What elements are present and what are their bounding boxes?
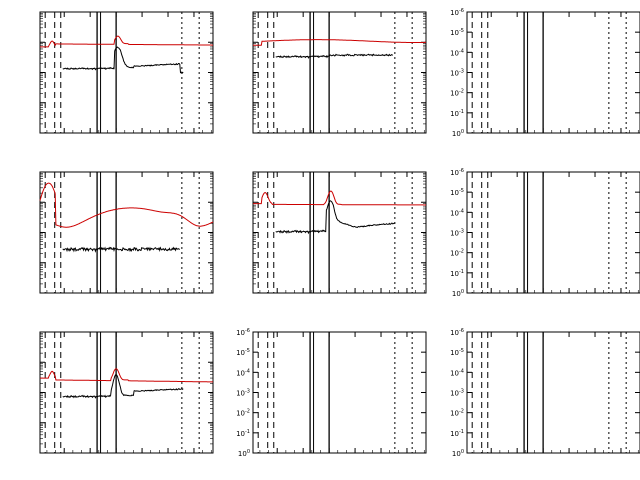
panel-det-6: 100 10-1 10-2 10-3 10-4 10-5 10-6 bbox=[450, 168, 640, 298]
plot-frame bbox=[466, 11, 640, 134]
series-lld-line bbox=[253, 190, 426, 206]
y-tick-label: 10-3 bbox=[450, 69, 464, 78]
y-tick-label: 10-5 bbox=[450, 188, 464, 197]
panel-det-7 bbox=[39, 331, 214, 454]
plot-frame bbox=[39, 11, 214, 134]
y-tick-label: 10-6 bbox=[236, 328, 250, 337]
y-tick-label: 10-1 bbox=[450, 109, 464, 118]
y-tick-label: 10-5 bbox=[450, 348, 464, 357]
series-events-line bbox=[62, 246, 180, 253]
panel-det-2 bbox=[252, 11, 427, 134]
y-tick-label: 10-4 bbox=[450, 368, 464, 377]
y-tick-label: 10-5 bbox=[450, 28, 464, 37]
y-tick-label: 10-2 bbox=[450, 89, 464, 98]
series-events-line bbox=[275, 53, 394, 59]
y-tick-label: 10-1 bbox=[450, 269, 464, 278]
plot-frame bbox=[252, 171, 427, 294]
series-events-line bbox=[62, 46, 184, 74]
series-events-line bbox=[275, 200, 396, 235]
y-tick-label: 100 bbox=[452, 289, 464, 298]
y-tick-label: 10-3 bbox=[450, 389, 464, 398]
series-lld-line bbox=[253, 39, 426, 46]
panel-det-9: 100 10-1 10-2 10-3 10-4 10-5 10-6 bbox=[450, 328, 640, 458]
plot-frame bbox=[466, 331, 640, 454]
y-tick-label: 10-4 bbox=[450, 208, 464, 217]
y-tick-label: 10-6 bbox=[450, 328, 464, 337]
series-lld-line bbox=[40, 35, 213, 48]
panel-det-4 bbox=[39, 171, 214, 294]
y-tick-label: 10-3 bbox=[236, 389, 250, 398]
panel-det-3: 100 10-1 10-2 10-3 10-4 10-5 10-6 bbox=[450, 8, 640, 138]
series-lld-line bbox=[39, 182, 214, 228]
y-tick-label: 10-4 bbox=[236, 368, 250, 377]
panel-det-1 bbox=[39, 11, 214, 134]
plot-frame bbox=[252, 11, 427, 134]
y-tick-label: 10-4 bbox=[450, 48, 464, 57]
series-lld-line bbox=[40, 368, 213, 383]
panel-det-5 bbox=[252, 171, 427, 294]
y-tick-label: 10-5 bbox=[236, 348, 250, 357]
y-tick-label: 10-6 bbox=[450, 8, 464, 17]
plot-frame bbox=[39, 331, 214, 454]
y-tick-label: 100 bbox=[452, 129, 464, 138]
y-tick-label: 10-1 bbox=[236, 429, 250, 438]
y-tick-label: 10-2 bbox=[236, 409, 250, 418]
plot-frame bbox=[252, 331, 427, 454]
y-tick-label: 10-6 bbox=[450, 168, 464, 177]
plot-frame bbox=[39, 171, 214, 294]
panel-det-8: 100 10-1 10-2 10-3 10-4 10-5 10-6 bbox=[236, 328, 427, 458]
y-tick-label: 10-2 bbox=[450, 249, 464, 258]
series-events-line bbox=[62, 374, 184, 399]
y-tick-label: 10-1 bbox=[450, 429, 464, 438]
y-tick-label: 10-2 bbox=[450, 409, 464, 418]
y-tick-label: 10-3 bbox=[450, 229, 464, 238]
plot-frame bbox=[466, 171, 640, 294]
y-tick-label: 100 bbox=[452, 449, 464, 458]
y-tick-label: 100 bbox=[238, 449, 250, 458]
